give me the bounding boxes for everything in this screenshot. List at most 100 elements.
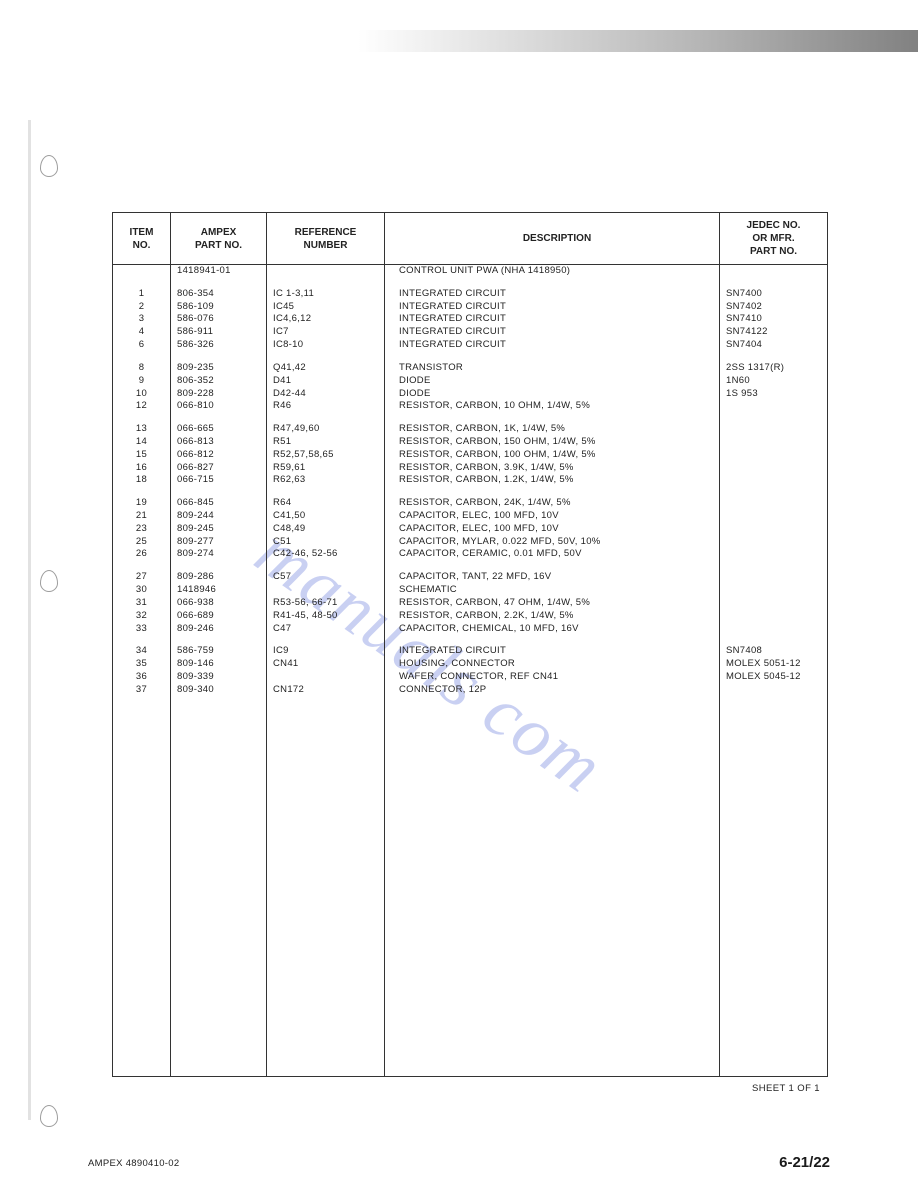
cell <box>171 352 267 362</box>
cell: 809-277 <box>171 536 267 549</box>
cell: CAPACITOR, CHEMICAL, 10 MFD, 16V <box>385 623 720 636</box>
cell <box>720 684 828 697</box>
header-item: ITEMNO. <box>113 213 171 265</box>
cell: 066-938 <box>171 597 267 610</box>
cell: RESISTOR, CARBON, 100 OHM, 1/4W, 5% <box>385 449 720 462</box>
table-row <box>113 487 828 497</box>
cell: INTEGRATED CIRCUIT <box>385 288 720 301</box>
cell: 806-352 <box>171 375 267 388</box>
cell: RESISTOR, CARBON, 24K, 1/4W, 5% <box>385 497 720 510</box>
cell <box>267 635 385 645</box>
cell: INTEGRATED CIRCUIT <box>385 339 720 352</box>
cell: 3 <box>113 313 171 326</box>
table-row: 14066-813R51RESISTOR, CARBON, 150 OHM, 1… <box>113 436 828 449</box>
cell: R46 <box>267 400 385 413</box>
cell: RESISTOR, CARBON, 3.9K, 1/4W, 5% <box>385 462 720 475</box>
cell: 1 <box>113 288 171 301</box>
cell <box>113 635 171 645</box>
cell: R62,63 <box>267 474 385 487</box>
cell: CAPACITOR, CERAMIC, 0.01 MFD, 50V <box>385 548 720 561</box>
cell <box>113 561 171 571</box>
cell: CONTROL UNIT PWA (NHA 1418950) <box>385 265 720 278</box>
cell <box>720 462 828 475</box>
cell: RESISTOR, CARBON, 10 OHM, 1/4W, 5% <box>385 400 720 413</box>
cell <box>113 413 171 423</box>
table-row: 25809-277C51CAPACITOR, MYLAR, 0.022 MFD,… <box>113 536 828 549</box>
header-jedec: JEDEC NO.OR MFR.PART NO. <box>720 213 828 265</box>
cell: 066-827 <box>171 462 267 475</box>
cell: 6 <box>113 339 171 352</box>
cell: CN172 <box>267 684 385 697</box>
table-row: 34586-759IC9INTEGRATED CIRCUITSN7408 <box>113 645 828 658</box>
cell <box>720 510 828 523</box>
binding-edge <box>28 120 31 1120</box>
table-row: 21809-244C41,50CAPACITOR, ELEC, 100 MFD,… <box>113 510 828 523</box>
cell: 31 <box>113 597 171 610</box>
cell: 8 <box>113 362 171 375</box>
header-part: AMPEXPART NO. <box>171 213 267 265</box>
cell <box>720 584 828 597</box>
cell: IC 1-3,11 <box>267 288 385 301</box>
cell: INTEGRATED CIRCUIT <box>385 645 720 658</box>
cell: 2 <box>113 301 171 314</box>
cell: 1S 953 <box>720 388 828 401</box>
cell: 066-689 <box>171 610 267 623</box>
cell: RESISTOR, CARBON, 1.2K, 1/4W, 5% <box>385 474 720 487</box>
cell: D41 <box>267 375 385 388</box>
cell: IC8-10 <box>267 339 385 352</box>
table-row: 19066-845R64RESISTOR, CARBON, 24K, 1/4W,… <box>113 497 828 510</box>
cell: 37 <box>113 684 171 697</box>
table-row <box>113 635 828 645</box>
cell: C41,50 <box>267 510 385 523</box>
cell: 4 <box>113 326 171 339</box>
table-row: 36809-339WAFER, CONNECTOR, REF CN41MOLEX… <box>113 671 828 684</box>
cell <box>720 278 828 288</box>
cell: RESISTOR, CARBON, 47 OHM, 1/4W, 5% <box>385 597 720 610</box>
cell: SN7400 <box>720 288 828 301</box>
cell: C42-46, 52-56 <box>267 548 385 561</box>
table-row: 26809-274C42-46, 52-56CAPACITOR, CERAMIC… <box>113 548 828 561</box>
cell: 809-245 <box>171 523 267 536</box>
cell <box>385 561 720 571</box>
cell: INTEGRATED CIRCUIT <box>385 301 720 314</box>
table-row: 1418941-01CONTROL UNIT PWA (NHA 1418950) <box>113 265 828 278</box>
cell: 14 <box>113 436 171 449</box>
cell: IC9 <box>267 645 385 658</box>
page-number: 6-21/22 <box>779 1154 830 1171</box>
table-row: 37809-340CN172CONNECTOR, 12P <box>113 684 828 697</box>
cell <box>720 523 828 536</box>
cell: 066-715 <box>171 474 267 487</box>
cell <box>720 352 828 362</box>
cell: 9 <box>113 375 171 388</box>
cell: C57 <box>267 571 385 584</box>
cell: 586-326 <box>171 339 267 352</box>
cell: 34 <box>113 645 171 658</box>
cell: SN74122 <box>720 326 828 339</box>
cell: CAPACITOR, ELEC, 100 MFD, 10V <box>385 510 720 523</box>
cell: 16 <box>113 462 171 475</box>
cell: RESISTOR, CARBON, 1K, 1/4W, 5% <box>385 423 720 436</box>
cell: C47 <box>267 623 385 636</box>
cell <box>385 487 720 497</box>
cell <box>720 436 828 449</box>
cell: INTEGRATED CIRCUIT <box>385 326 720 339</box>
cell: 809-244 <box>171 510 267 523</box>
cell <box>267 487 385 497</box>
sheet-label: SHEET 1 OF 1 <box>752 1083 820 1094</box>
cell: SN7408 <box>720 645 828 658</box>
cell: 18 <box>113 474 171 487</box>
table-row: 27809-286C57CAPACITOR, TANT, 22 MFD, 16V <box>113 571 828 584</box>
cell: TRANSISTOR <box>385 362 720 375</box>
cell: HOUSING, CONNECTOR <box>385 658 720 671</box>
cell: 26 <box>113 548 171 561</box>
table-row: 33809-246C47CAPACITOR, CHEMICAL, 10 MFD,… <box>113 623 828 636</box>
cell: R53-56, 66-71 <box>267 597 385 610</box>
cell: R64 <box>267 497 385 510</box>
cell <box>720 400 828 413</box>
cell: 35 <box>113 658 171 671</box>
cell <box>113 352 171 362</box>
table-row: 12066-810R46RESISTOR, CARBON, 10 OHM, 1/… <box>113 400 828 413</box>
cell: 33 <box>113 623 171 636</box>
table-row: 35809-146CN41HOUSING, CONNECTORMOLEX 505… <box>113 658 828 671</box>
cell: 066-665 <box>171 423 267 436</box>
